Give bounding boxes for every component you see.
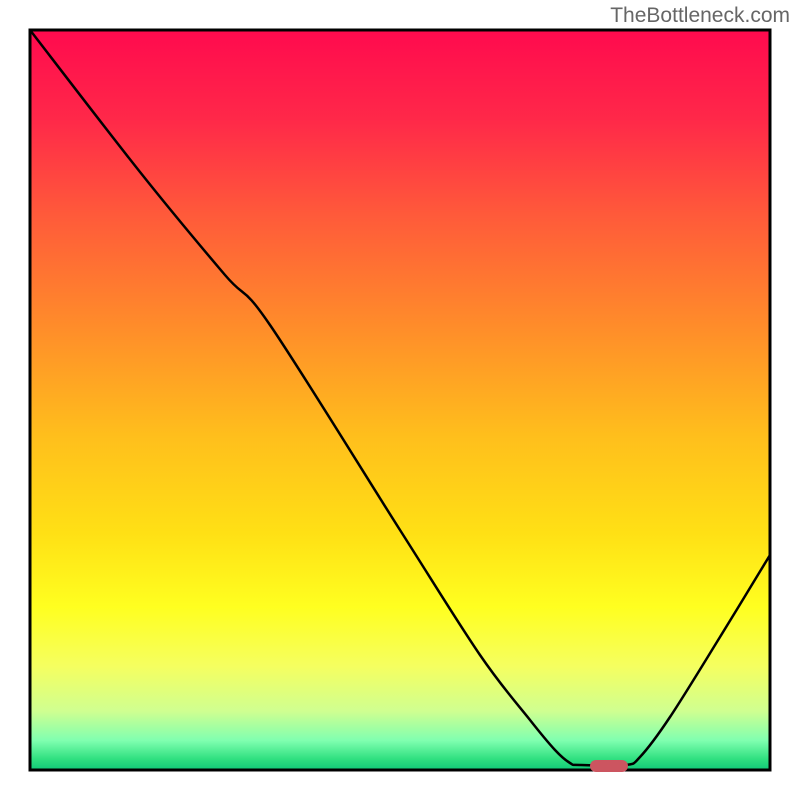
bottleneck-chart — [0, 0, 800, 800]
optimal-marker — [590, 760, 628, 772]
watermark-label: TheBottleneck.com — [610, 4, 790, 28]
plot-background — [30, 30, 770, 770]
chart-container: TheBottleneck.com — [0, 0, 800, 800]
